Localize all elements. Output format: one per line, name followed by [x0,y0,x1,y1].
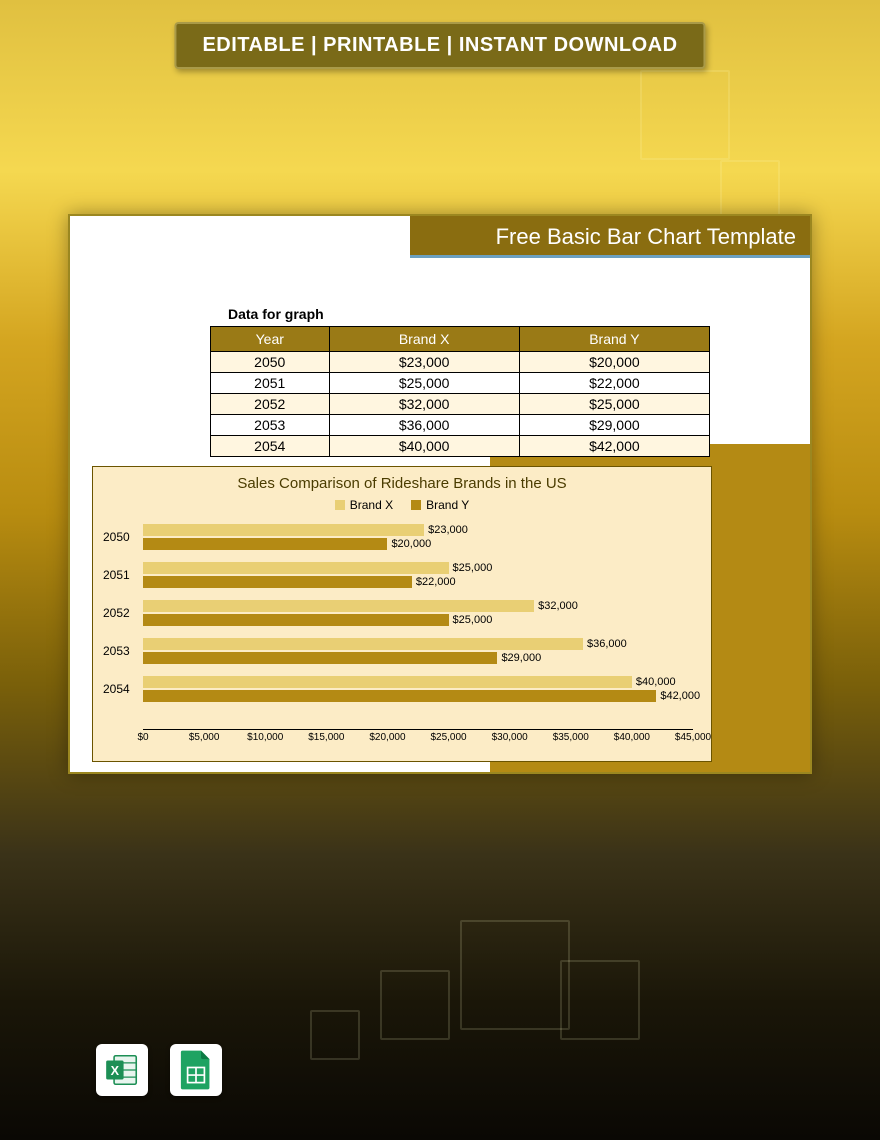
table-row: 2054$40,000$42,000 [211,436,710,457]
table-header-cell: Brand X [329,327,519,352]
x-tick-label: $35,000 [553,732,589,743]
table-row: 2051$25,000$22,000 [211,373,710,394]
table-cell: $20,000 [519,352,709,373]
table-cell: $29,000 [519,415,709,436]
bar-value-label: $25,000 [453,562,493,574]
legend-swatch [411,500,421,510]
x-tick-label: $40,000 [614,732,650,743]
bg-decor-square [560,960,640,1040]
chart-title: Sales Comparison of Rideshare Brands in … [93,467,711,492]
bar-value-label: $32,000 [538,600,578,612]
bar-brand-x [143,562,449,574]
bg-decor-square [380,970,450,1040]
x-tick-label: $20,000 [369,732,405,743]
table-cell: 2051 [211,373,330,394]
y-category-label: 2053 [103,644,130,658]
y-category-label: 2052 [103,606,130,620]
table-cell: $25,000 [329,373,519,394]
table-caption: Data for graph [210,306,710,326]
x-tick-label: $15,000 [308,732,344,743]
bar-value-label: $29,000 [501,652,541,664]
promo-badge: EDITABLE | PRINTABLE | INSTANT DOWNLOAD [174,22,705,69]
y-category-label: 2051 [103,568,130,582]
excel-icon[interactable]: X [96,1044,148,1096]
bar-brand-y [143,614,449,626]
legend-label: Brand Y [426,498,469,512]
table-cell: $40,000 [329,436,519,457]
y-category-label: 2054 [103,682,130,696]
x-tick-label: $10,000 [247,732,283,743]
table-cell: 2050 [211,352,330,373]
template-card: Free Basic Bar Chart Template Data for g… [68,214,812,774]
bar-value-label: $36,000 [587,638,627,650]
bg-decor-square [720,160,780,220]
table-cell: $36,000 [329,415,519,436]
bar-brand-y [143,538,387,550]
card-title: Free Basic Bar Chart Template [410,216,810,258]
promo-badge-text: EDITABLE | PRINTABLE | INSTANT DOWNLOAD [202,34,677,56]
x-axis-line [143,729,693,730]
table-header-cell: Brand Y [519,327,709,352]
table-cell: $23,000 [329,352,519,373]
chart-x-axis: $0$5,000$10,000$15,000$20,000$25,000$30,… [143,729,693,751]
card-title-text: Free Basic Bar Chart Template [496,224,796,249]
app-icon-row: X [96,1044,222,1096]
chart: Sales Comparison of Rideshare Brands in … [92,466,712,762]
table-row: 2053$36,000$29,000 [211,415,710,436]
bg-decor-square [310,1010,360,1060]
table-cell: $25,000 [519,394,709,415]
table-cell: 2053 [211,415,330,436]
table-cell: 2054 [211,436,330,457]
data-table: YearBrand XBrand Y 2050$23,000$20,000205… [210,326,710,457]
bar-brand-y [143,690,656,702]
x-tick-label: $45,000 [675,732,711,743]
bar-brand-x [143,524,424,536]
bar-brand-y [143,652,497,664]
chart-legend: Brand X Brand Y [93,492,711,516]
x-tick-label: $5,000 [189,732,220,743]
table-header-cell: Year [211,327,330,352]
y-category-label: 2050 [103,530,130,544]
bar-brand-y [143,576,412,588]
table-cell: $22,000 [519,373,709,394]
table-cell: 2052 [211,394,330,415]
x-tick-label: $0 [137,732,148,743]
legend-swatch [335,500,345,510]
bg-decor-square [640,70,730,160]
table-cell: $42,000 [519,436,709,457]
bar-value-label: $23,000 [428,524,468,536]
google-sheets-icon[interactable] [170,1044,222,1096]
bar-value-label: $40,000 [636,676,676,688]
table-row: 2052$32,000$25,000 [211,394,710,415]
x-tick-label: $25,000 [430,732,466,743]
legend-item: Brand Y [411,498,469,512]
data-table-section: Data for graph YearBrand XBrand Y 2050$2… [210,306,710,457]
x-tick-label: $30,000 [492,732,528,743]
bar-brand-x [143,676,632,688]
bar-value-label: $20,000 [391,538,431,550]
legend-item: Brand X [335,498,393,512]
bar-value-label: $25,000 [453,614,493,626]
bg-decor-square [460,920,570,1030]
table-cell: $32,000 [329,394,519,415]
chart-plot-area: 2050$23,000$20,0002051$25,000$22,0002052… [143,520,693,730]
bar-brand-x [143,600,534,612]
legend-label: Brand X [350,498,393,512]
svg-text:X: X [111,1064,120,1078]
bar-value-label: $22,000 [416,576,456,588]
table-row: 2050$23,000$20,000 [211,352,710,373]
bar-brand-x [143,638,583,650]
bar-value-label: $42,000 [660,690,700,702]
